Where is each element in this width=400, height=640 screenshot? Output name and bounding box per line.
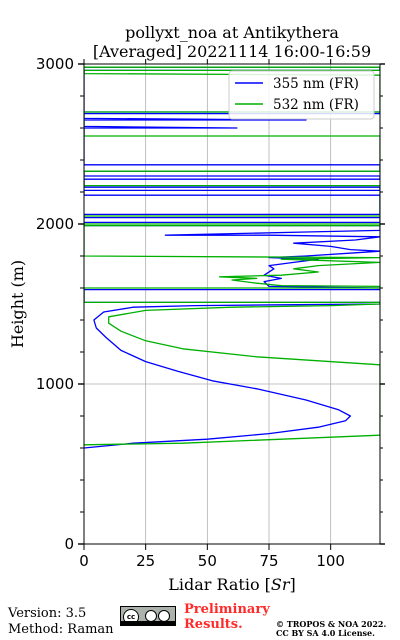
version-text: Version: 3.5 xyxy=(8,606,87,621)
copyright-line-1: © TROPOS & NOA 2022. xyxy=(276,619,387,629)
plot-frame xyxy=(83,63,381,545)
y-tick-label: 1000 xyxy=(36,375,74,393)
method-text: Method: Raman xyxy=(8,622,114,637)
x-tick-label: 25 xyxy=(136,552,155,570)
legend-box xyxy=(228,70,375,120)
copyright-text: © TROPOS & NOA 2022. CC BY SA 4.0 Licens… xyxy=(276,620,396,638)
series-line-1 xyxy=(84,66,380,446)
y-axis-label: Height (m) xyxy=(8,260,27,348)
series-line-0 xyxy=(84,66,380,449)
x-tick-label: 75 xyxy=(259,552,278,570)
x-axis-label-text: Lidar Ratio [ xyxy=(168,575,271,594)
cc-badge-strip xyxy=(121,621,175,625)
x-axis-label: Lidar Ratio [Sr] xyxy=(168,575,296,594)
x-tick-label: 100 xyxy=(316,552,345,570)
y-tick-label: 2000 xyxy=(36,215,74,233)
x-axis-label-suffix: ] xyxy=(290,575,296,594)
x-tick-label: 0 xyxy=(79,552,89,570)
legend-label-532: 532 nm (FR) xyxy=(273,97,359,113)
x-axis-label-unit: Sr xyxy=(271,575,291,594)
chart-title-line-1: pollyxt_noa at Antikythera xyxy=(125,23,339,42)
x-tick-label: 50 xyxy=(198,552,217,570)
data-series xyxy=(84,66,380,449)
y-tick-label: 3000 xyxy=(36,55,74,73)
chart-title-line-2: [Averaged] 20221114 16:00-16:59 xyxy=(93,42,371,61)
copyright-line-2: CC BY SA 4.0 License. xyxy=(276,628,375,638)
legend: 355 nm (FR) 532 nm (FR) xyxy=(228,70,375,120)
y-tick-label: 0 xyxy=(64,535,74,553)
cc-license-badge: cc xyxy=(120,606,176,626)
legend-label-355: 355 nm (FR) xyxy=(273,76,359,92)
preliminary-results-text: Preliminary Results. xyxy=(184,602,270,632)
